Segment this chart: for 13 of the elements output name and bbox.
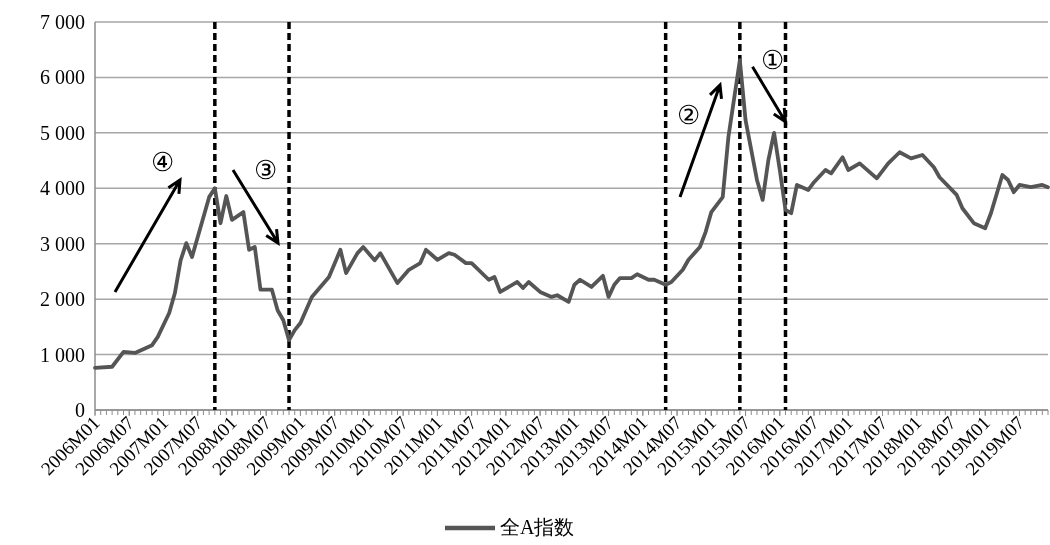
y-tick-label: 6 000 — [40, 66, 85, 89]
annotation: ① — [761, 45, 784, 75]
annotation: ④ — [150, 148, 174, 177]
y-tick-label: 7 000 — [40, 11, 85, 33]
y-tick-label: 4 000 — [40, 177, 85, 200]
annotation: ② — [676, 101, 700, 130]
y-tick-label: 3 000 — [40, 232, 85, 255]
y-tick-label: 5 000 — [40, 121, 85, 144]
legend-label: 全A指数 — [500, 516, 575, 538]
annotation: ③ — [253, 156, 277, 185]
y-tick-label: 1 000 — [40, 343, 85, 366]
y-tick-label: 0 — [75, 399, 85, 421]
y-tick-label: 2 000 — [40, 288, 85, 311]
